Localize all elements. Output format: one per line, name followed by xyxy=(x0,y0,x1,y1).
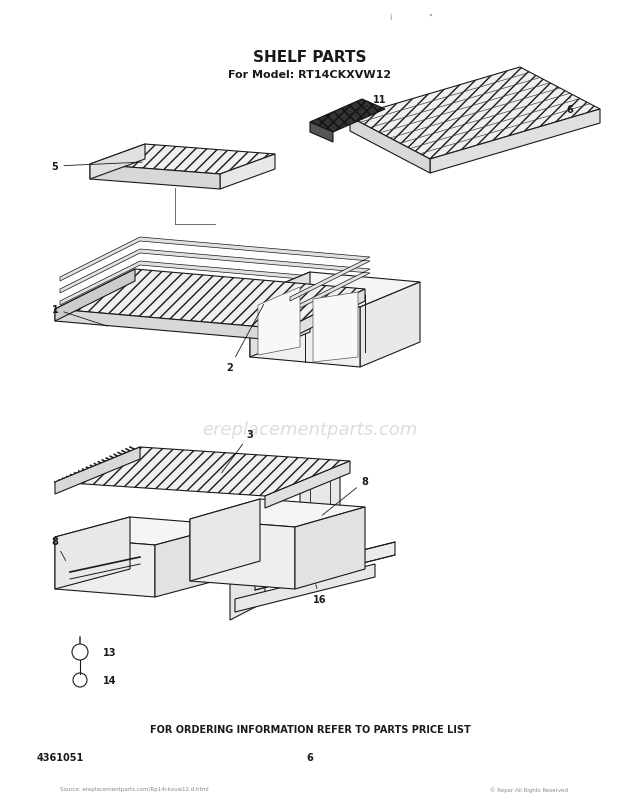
Polygon shape xyxy=(258,287,300,356)
Text: FOR ORDERING INFORMATION REFER TO PARTS PRICE LIST: FOR ORDERING INFORMATION REFER TO PARTS … xyxy=(149,724,471,734)
Polygon shape xyxy=(90,145,145,180)
Text: 3: 3 xyxy=(221,430,254,473)
Polygon shape xyxy=(190,499,260,581)
Polygon shape xyxy=(55,517,230,545)
Text: i: i xyxy=(389,14,391,22)
Polygon shape xyxy=(255,542,395,590)
Polygon shape xyxy=(350,118,430,173)
Polygon shape xyxy=(60,262,370,325)
Polygon shape xyxy=(250,273,420,308)
Text: 6: 6 xyxy=(567,98,574,115)
Polygon shape xyxy=(265,462,350,508)
Polygon shape xyxy=(295,507,365,589)
Text: For Model: RT14CKXVW12: For Model: RT14CKXVW12 xyxy=(228,70,392,80)
Polygon shape xyxy=(220,155,275,190)
Polygon shape xyxy=(235,565,375,612)
Text: ": " xyxy=(428,14,432,22)
Polygon shape xyxy=(310,123,333,143)
Text: Source: ereplacementparts.com/Rp14ckxvw12.d.html: Source: ereplacementparts.com/Rp14ckxvw1… xyxy=(60,786,208,792)
Text: 11: 11 xyxy=(347,95,387,116)
Polygon shape xyxy=(55,517,130,589)
Polygon shape xyxy=(430,110,600,173)
Polygon shape xyxy=(55,270,365,329)
Polygon shape xyxy=(55,270,135,321)
Text: 1: 1 xyxy=(51,304,107,327)
Polygon shape xyxy=(313,292,358,362)
Polygon shape xyxy=(190,499,365,528)
Polygon shape xyxy=(310,100,385,132)
Polygon shape xyxy=(250,298,360,368)
Polygon shape xyxy=(190,520,295,589)
Polygon shape xyxy=(300,467,340,587)
Polygon shape xyxy=(55,447,350,496)
Text: ereplacementparts.com: ereplacementparts.com xyxy=(202,421,418,438)
Polygon shape xyxy=(285,290,365,341)
Polygon shape xyxy=(250,273,310,357)
Polygon shape xyxy=(55,447,140,495)
Text: 13: 13 xyxy=(104,647,117,657)
Text: 14: 14 xyxy=(104,675,117,685)
Text: © Roper All Rights Reserved: © Roper All Rights Reserved xyxy=(490,786,568,792)
Polygon shape xyxy=(55,537,155,597)
Text: 8: 8 xyxy=(322,476,368,516)
Polygon shape xyxy=(230,507,265,620)
Text: SHELF PARTS: SHELF PARTS xyxy=(253,51,367,65)
Polygon shape xyxy=(90,145,275,175)
Text: 16: 16 xyxy=(313,585,327,604)
Text: 8: 8 xyxy=(51,536,66,560)
Polygon shape xyxy=(360,283,420,368)
Text: 4361051: 4361051 xyxy=(37,752,84,762)
Polygon shape xyxy=(55,310,285,341)
Polygon shape xyxy=(90,165,220,190)
Polygon shape xyxy=(60,250,370,314)
Polygon shape xyxy=(155,525,230,597)
Polygon shape xyxy=(350,68,600,160)
Text: 6: 6 xyxy=(307,752,313,762)
Text: 5: 5 xyxy=(51,161,142,172)
Polygon shape xyxy=(60,238,370,302)
Text: 2: 2 xyxy=(227,305,264,373)
